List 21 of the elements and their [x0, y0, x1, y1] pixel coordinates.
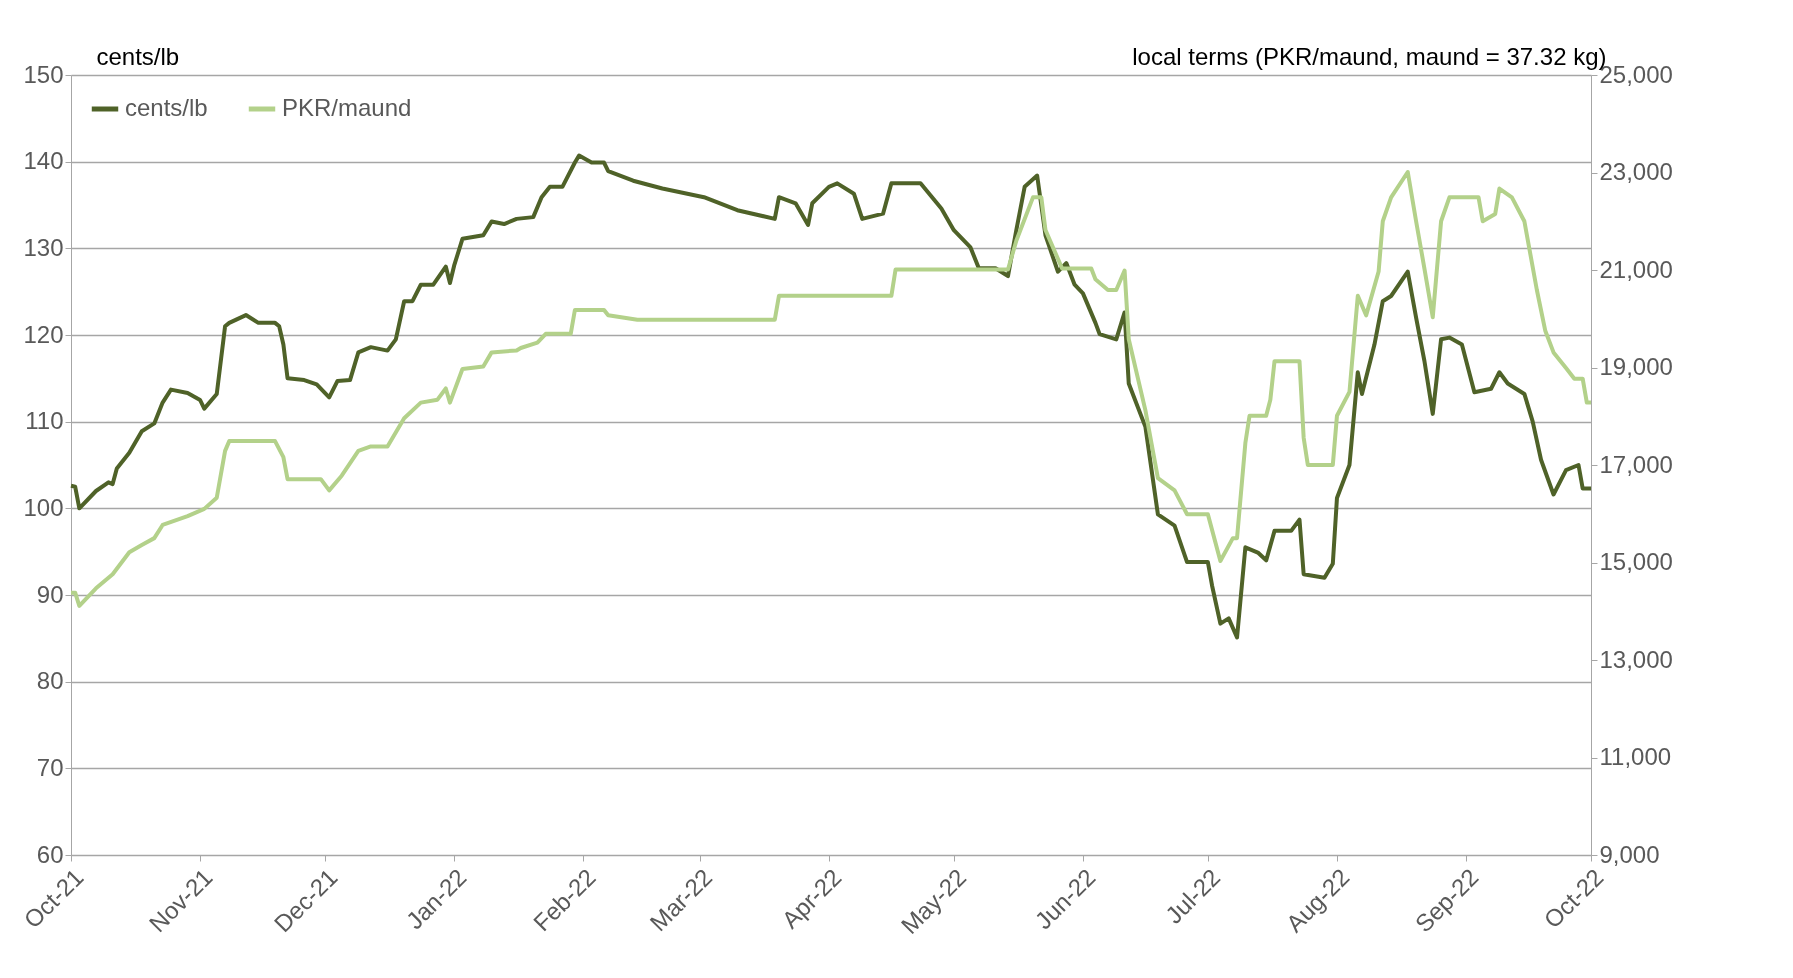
y2-tick-label: 19,000	[1599, 353, 1673, 380]
y2-tick-label: 21,000	[1599, 255, 1673, 283]
y-tick-label: 60	[36, 840, 64, 868]
legend-label: PKR/maund	[282, 94, 412, 121]
y-tick-label: 70	[36, 753, 64, 781]
y2-tick-label: 13,000	[1599, 645, 1673, 673]
y-tick-label: 120	[23, 320, 64, 348]
y2-tick-label: 9,000	[1599, 840, 1660, 868]
y-tick-label: 100	[23, 493, 64, 521]
y2-tick-label: 11,000	[1599, 743, 1672, 770]
legend-label: cents/lb	[125, 94, 208, 121]
y-tick-label: 150	[23, 60, 64, 88]
y-tick-label: 140	[23, 147, 64, 175]
y2-tick-label: 23,000	[1599, 158, 1673, 185]
y-tick-label: 80	[36, 667, 64, 695]
y2-tick-label: 17,000	[1599, 450, 1673, 478]
y2-tick-label: 15,000	[1599, 548, 1673, 575]
y-axis-title: cents/lb	[96, 42, 180, 70]
y-tick-label: 130	[23, 233, 64, 261]
y-tick-label: 90	[36, 580, 64, 608]
y-tick-label: 110	[25, 407, 64, 435]
